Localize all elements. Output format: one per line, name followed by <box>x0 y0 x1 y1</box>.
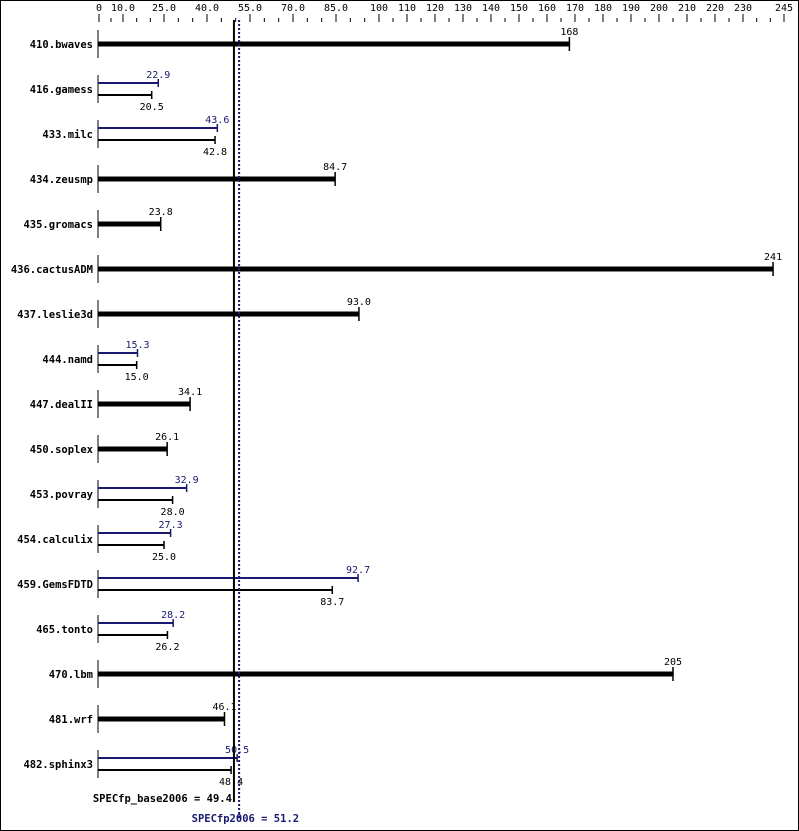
x-tick-label: 0 <box>96 3 102 14</box>
base-value-label: 42.8 <box>203 147 227 158</box>
x-tick-label: 120 <box>426 3 444 14</box>
base-value-label: 205 <box>664 657 682 668</box>
benchmark-label: 481.wrf <box>49 714 93 726</box>
benchmark-row: 459.GemsFDTD 92.7 83.7 <box>17 565 370 608</box>
benchmark-row: 434.zeusmp 84.7 <box>30 162 347 193</box>
x-tick-label: 160 <box>538 3 556 14</box>
x-tick-label: 25.0 <box>152 3 176 14</box>
base-value-label: 34.1 <box>178 387 202 398</box>
x-tick-label: 70.0 <box>281 3 305 14</box>
base-value-label: 26.1 <box>155 432 179 443</box>
peak-value-label: 15.3 <box>125 340 149 351</box>
benchmark-row: 433.milc 43.6 42.8 <box>42 115 229 158</box>
x-tick-label: 140 <box>482 3 500 14</box>
benchmark-label: 453.povray <box>30 489 94 501</box>
x-axis: 0 10.0 25.0 40.0 55.0 70.0 85.0 100 110 120 130 140… <box>96 3 793 22</box>
base-value-label: 20.5 <box>140 102 164 113</box>
base-value-label: 23.8 <box>149 207 173 218</box>
benchmark-label: 454.calculix <box>17 534 94 546</box>
base-value-label: 25.0 <box>152 552 176 563</box>
benchmark-label: 459.GemsFDTD <box>17 579 93 591</box>
x-tick-label: 210 <box>678 3 696 14</box>
benchmark-label: 450.soplex <box>30 444 94 456</box>
benchmark-label: 437.leslie3d <box>17 309 93 321</box>
peak-value-label: 28.2 <box>161 610 185 621</box>
benchmark-row: 436.cactusADM 241 <box>11 252 782 283</box>
benchmark-label: 416.gamess <box>30 84 93 96</box>
benchmark-row: 416.gamess 22.9 20.5 <box>30 70 171 113</box>
benchmark-label: 447.dealII <box>30 399 93 411</box>
x-tick-label: 150 <box>510 3 528 14</box>
x-tick-label: 110 <box>398 3 416 14</box>
peak-value-label: 92.7 <box>346 565 370 576</box>
base-value-label: 241 <box>764 252 782 263</box>
x-tick-label: 100 <box>370 3 388 14</box>
peak-value-label: 32.9 <box>175 475 199 486</box>
benchmark-label: 433.milc <box>42 129 93 141</box>
x-tick-label: 40.0 <box>195 3 219 14</box>
x-tick-label: 55.0 <box>238 3 262 14</box>
x-tick-label: 245 <box>775 3 793 14</box>
benchmark-row: 482.sphinx3 50.5 48.4 <box>23 745 249 788</box>
benchmark-label: 434.zeusmp <box>30 174 93 186</box>
base-summary-label: SPECfp_base2006 = 49.4 <box>93 793 232 805</box>
benchmark-label: 444.namd <box>42 354 93 366</box>
x-tick-label: 190 <box>622 3 640 14</box>
x-tick-label: 220 <box>706 3 724 14</box>
x-tick-label: 200 <box>650 3 668 14</box>
x-tick-label: 170 <box>566 3 584 14</box>
base-value-label: 168 <box>560 27 578 38</box>
peak-summary-label: SPECfp2006 = 51.2 <box>192 813 299 825</box>
benchmark-row: 447.dealII 34.1 <box>30 387 202 418</box>
x-tick-label: 180 <box>594 3 612 14</box>
benchmark-row: 454.calculix 27.3 25.0 <box>17 520 182 563</box>
benchmark-label: 436.cactusADM <box>11 264 93 276</box>
x-tick-label: 130 <box>454 3 472 14</box>
base-value-label: 26.2 <box>155 642 179 653</box>
benchmark-row: 450.soplex 26.1 <box>30 432 179 463</box>
benchmark-row: 444.namd 15.3 15.0 <box>42 340 149 383</box>
peak-value-label: 27.3 <box>159 520 183 531</box>
base-value-label: 15.0 <box>125 372 149 383</box>
benchmark-label: 465.tonto <box>36 624 93 636</box>
benchmark-row: 470.lbm 205 <box>49 657 682 688</box>
base-value-label: 83.7 <box>320 597 344 608</box>
peak-value-label: 43.6 <box>205 115 229 126</box>
x-tick-label: 85.0 <box>324 3 348 14</box>
benchmark-row: 410.bwaves 168 <box>30 27 578 58</box>
peak-value-label: 22.9 <box>146 70 170 81</box>
base-value-label: 28.0 <box>161 507 185 518</box>
benchmark-row: 481.wrf 46.1 <box>49 702 237 733</box>
peak-value-label: 50.5 <box>225 745 249 756</box>
benchmark-label: 410.bwaves <box>30 39 93 51</box>
base-value-label: 46.1 <box>212 702 236 713</box>
benchmark-label: 435.gromacs <box>23 219 93 231</box>
benchmark-label: 482.sphinx3 <box>23 759 93 771</box>
x-tick-label: 10.0 <box>111 3 135 14</box>
benchmark-row: 435.gromacs 23.8 <box>23 207 173 238</box>
base-value-label: 48.4 <box>219 777 243 788</box>
benchmark-label: 470.lbm <box>49 669 93 681</box>
benchmark-row: 465.tonto 28.2 26.2 <box>36 610 185 653</box>
benchmark-row: 437.leslie3d 93.0 <box>17 297 371 328</box>
benchmark-row: 453.povray 32.9 28.0 <box>30 475 199 518</box>
base-value-label: 93.0 <box>347 297 371 308</box>
x-tick-label: 230 <box>734 3 752 14</box>
base-value-label: 84.7 <box>323 162 347 173</box>
